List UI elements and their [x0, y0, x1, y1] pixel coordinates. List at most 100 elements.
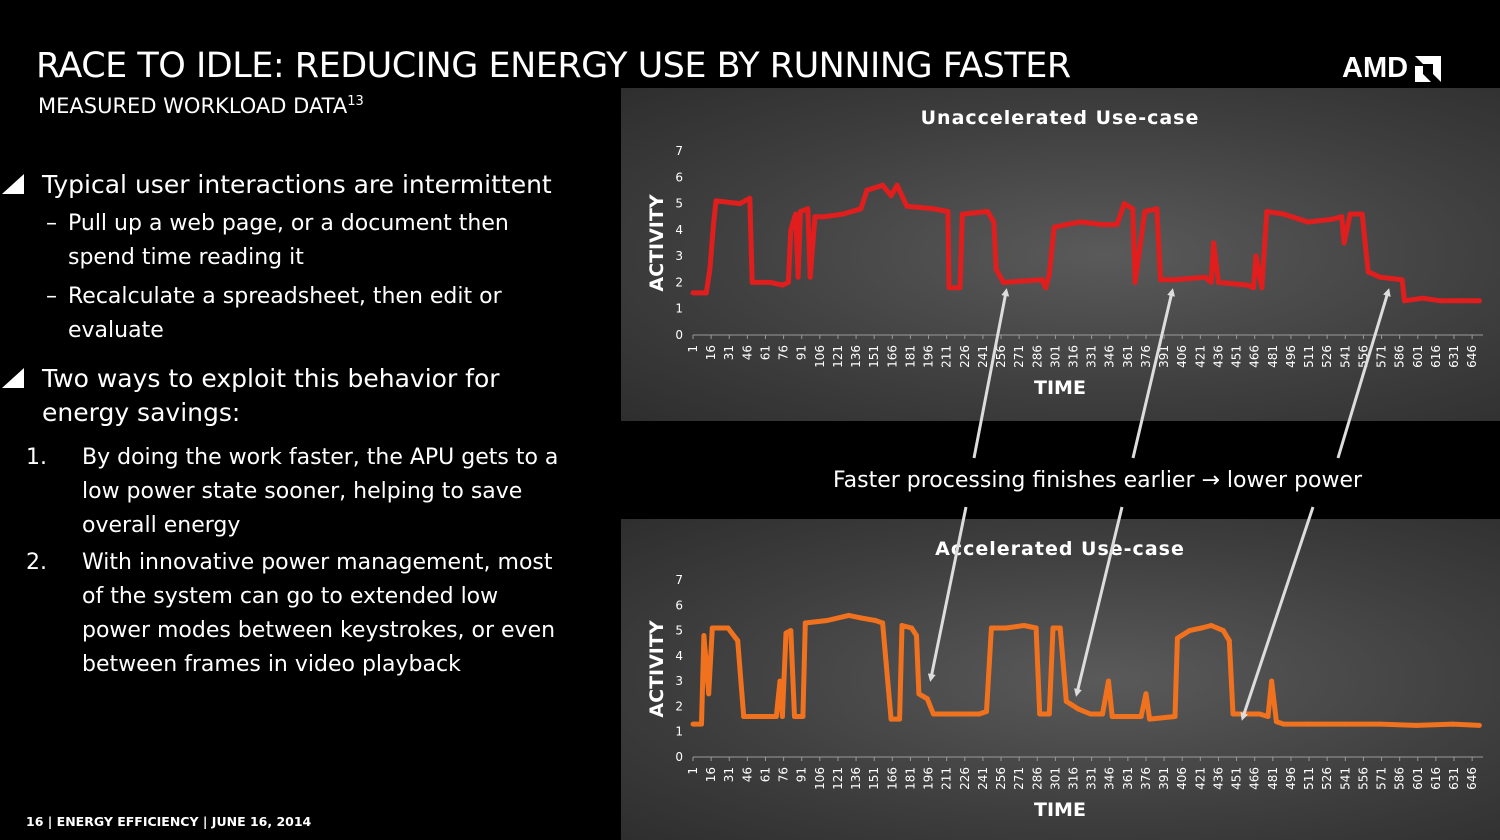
data-point [1078, 219, 1084, 225]
y-tick-label: 7 [675, 144, 683, 158]
data-point [1208, 279, 1214, 285]
data-point [1456, 298, 1462, 304]
data-point [749, 279, 755, 285]
data-point [725, 625, 731, 631]
data-point [1399, 277, 1405, 283]
data-point [1039, 277, 1045, 283]
data-point [822, 214, 828, 220]
data-point [985, 209, 991, 214]
data-point [840, 211, 846, 217]
x-tick-label: 481 [1266, 345, 1280, 368]
numbered-item-1: 1. By doing the work faster, the APU get… [26, 441, 559, 543]
sub-bullet-2-line-1: Recalculate a spreadsheet, then edit or [68, 284, 502, 309]
x-tick-label: 646 [1465, 767, 1479, 790]
data-point [1100, 222, 1105, 228]
data-point [930, 711, 936, 717]
data-point [1130, 206, 1136, 212]
data-point [1121, 201, 1127, 207]
data-point [897, 716, 903, 722]
data-point [1003, 625, 1009, 631]
data-point [747, 195, 753, 201]
data-point [1143, 691, 1149, 697]
data-point [1132, 279, 1138, 285]
x-tick-label: 211 [940, 345, 954, 368]
x-tick-label: 511 [1302, 345, 1316, 368]
data-point [1253, 253, 1259, 259]
x-tick-label: 286 [1030, 345, 1044, 368]
numbered-item-2-line-4: between frames in video playback [82, 652, 461, 677]
x-tick-label: 601 [1411, 767, 1425, 790]
data-point [858, 206, 864, 212]
data-point [1051, 224, 1057, 230]
data-point [1202, 274, 1208, 280]
numbered-item-1-line-1: By doing the work faster, the APU gets t… [82, 445, 559, 470]
x-tick-label: 466 [1248, 345, 1262, 368]
x-tick-label: 391 [1157, 767, 1171, 790]
triangle-bullet-icon [2, 174, 24, 194]
data-point [945, 209, 951, 214]
x-tick-label: 631 [1447, 767, 1461, 790]
data-point [1341, 721, 1347, 727]
data-point [706, 691, 712, 697]
subtitle-text: MEASURED WORKLOAD DATA [38, 94, 348, 118]
x-tick-label: 196 [922, 767, 936, 790]
data-point [1420, 295, 1426, 301]
x-tick-label: 136 [849, 345, 863, 368]
data-point [1109, 714, 1115, 719]
x-tick-label: 121 [831, 767, 845, 790]
series-line [693, 612, 1480, 728]
x-tick-label: 76 [777, 345, 791, 360]
data-point [914, 633, 919, 639]
data-point [880, 182, 886, 188]
data-point [1050, 625, 1056, 631]
data-point [984, 709, 989, 714]
x-tick-label: 226 [958, 345, 972, 368]
x-tick-label: 46 [740, 767, 754, 782]
x-tick-label: 511 [1302, 767, 1316, 790]
x-tick-label: 376 [1139, 767, 1153, 790]
data-point [1106, 678, 1111, 684]
x-tick-label: 541 [1338, 767, 1352, 790]
data-point [930, 206, 936, 212]
x-tick-label: 376 [1139, 345, 1153, 368]
x-tick-label: 106 [813, 345, 827, 368]
x-tick-label: 61 [758, 767, 772, 782]
data-point [976, 711, 982, 717]
x-tick-label: 331 [1085, 345, 1099, 368]
x-tick-label: 241 [976, 767, 990, 790]
x-tick-label: 421 [1193, 767, 1207, 790]
data-point [707, 266, 713, 272]
data-point [1063, 698, 1069, 704]
data-point [1230, 711, 1236, 717]
x-tick-label: 616 [1429, 767, 1443, 790]
data-point [793, 211, 799, 217]
data-point [1100, 711, 1105, 717]
x-tick-label: 271 [1012, 767, 1026, 790]
data-point [1172, 277, 1178, 283]
x-tick-label: 436 [1211, 767, 1225, 790]
triangle-bullet-icon [2, 368, 24, 388]
data-point [1087, 711, 1093, 717]
subtitle-footnote: 13 [347, 94, 364, 109]
x-tick-label: 526 [1320, 767, 1334, 790]
data-point [690, 721, 696, 727]
dash-icon: – [46, 211, 57, 236]
data-point [1359, 211, 1365, 217]
data-point [1341, 240, 1347, 246]
x-tick-label: 631 [1447, 345, 1461, 368]
data-point [785, 279, 791, 285]
x-axis-label: TIME [1034, 799, 1086, 821]
y-axis-label: ACTIVITY [646, 194, 668, 291]
bullet-2: Two ways to exploit this behavior for en… [2, 362, 500, 430]
data-point [1114, 222, 1120, 228]
data-point [709, 625, 715, 631]
y-tick-label: 1 [675, 302, 683, 316]
data-point [1305, 219, 1311, 225]
x-tick-label: 226 [958, 767, 972, 790]
x-tick-label: 301 [1048, 767, 1062, 790]
y-tick-label: 7 [675, 573, 683, 587]
x-tick-label: 151 [867, 767, 881, 790]
x-tick-label: 421 [1193, 345, 1207, 368]
series-line [693, 182, 1480, 304]
